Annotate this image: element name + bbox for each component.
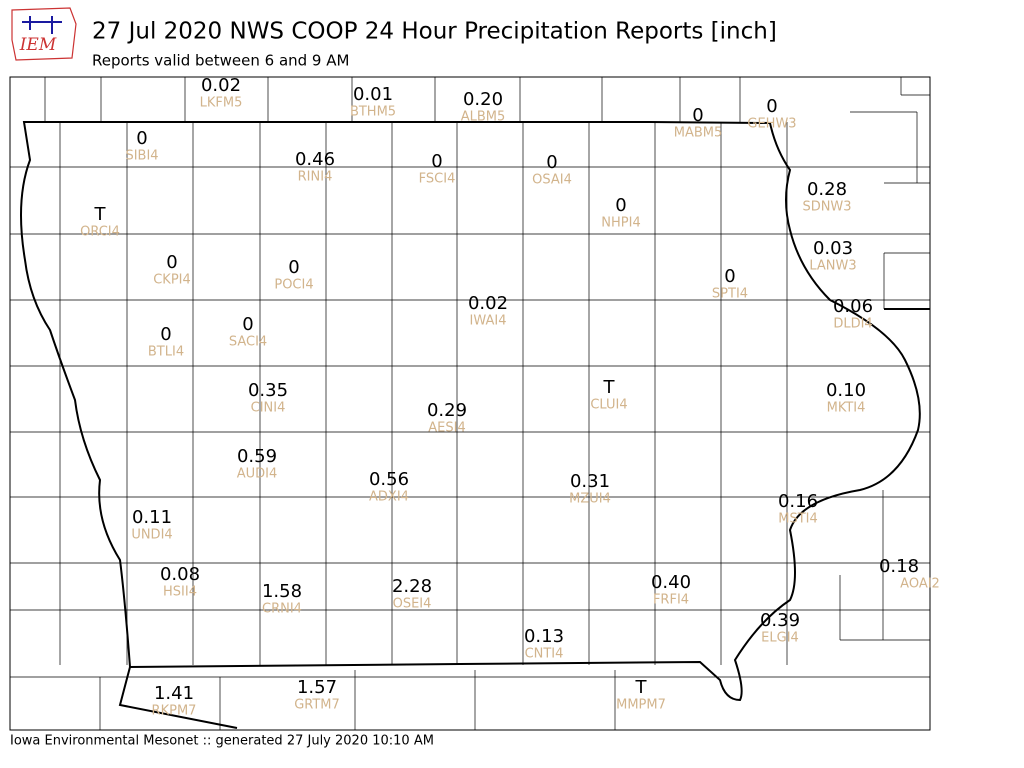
station-id: CNTI4 — [525, 647, 564, 662]
station-id: SPTI4 — [712, 287, 748, 302]
station-value: 0 — [724, 266, 735, 287]
station-value: T — [94, 204, 107, 225]
station-id: SIBI4 — [125, 149, 158, 164]
station-value: 0.13 — [524, 626, 564, 647]
station-id: GRTM7 — [294, 698, 340, 713]
station-value: 0.29 — [427, 400, 467, 421]
station-id: AOAI2 — [900, 577, 940, 592]
iowa-border — [20, 121, 921, 702]
state-borders — [20, 121, 930, 729]
station-id: SDNW3 — [802, 200, 851, 215]
station-id: LKFM5 — [200, 96, 243, 111]
station-id: RINI4 — [298, 170, 333, 185]
station-value: 0 — [766, 96, 777, 117]
station-id: MSTI4 — [778, 512, 818, 527]
station-value: T — [635, 677, 648, 698]
station-id: IWAI4 — [470, 314, 507, 329]
station-id: LANW3 — [809, 259, 856, 274]
station-id: UNDI4 — [131, 528, 172, 543]
station-value: 1.58 — [262, 581, 302, 602]
station-value: 0 — [692, 105, 703, 126]
station-id: ADXI4 — [369, 490, 409, 505]
station-value: 0.20 — [463, 89, 503, 110]
station-value: 0 — [615, 195, 626, 216]
station-id: MABM5 — [674, 126, 723, 141]
station-value: 0.46 — [295, 149, 335, 170]
station-value: 0.10 — [826, 380, 866, 401]
station-value: 0.40 — [651, 572, 691, 593]
station-value: 0 — [242, 314, 253, 335]
station-id: FSCI4 — [419, 172, 456, 187]
station-value: 0.08 — [160, 564, 200, 585]
subtitle: Reports valid between 6 and 9 AM — [92, 52, 349, 70]
station-value: 0.02 — [201, 75, 241, 96]
station-id: BTLI4 — [148, 345, 184, 360]
station-value: 0.31 — [570, 471, 610, 492]
station-id: MMPM7 — [616, 698, 666, 713]
station-value: 1.57 — [297, 677, 337, 698]
station-id: CLUI4 — [590, 398, 627, 413]
station-id: CKPI4 — [153, 273, 191, 288]
station-id: CINI4 — [251, 401, 286, 416]
station-value: T — [603, 377, 616, 398]
station-value: 0 — [288, 257, 299, 278]
logo-icon — [22, 16, 62, 34]
station-id: DLDI4 — [833, 317, 872, 332]
station-id: RKPM7 — [152, 704, 197, 719]
station-id: OSEI4 — [393, 597, 432, 612]
station-id: AESI4 — [428, 421, 465, 436]
station-id: POCI4 — [274, 278, 313, 293]
station-value: 0.02 — [468, 293, 508, 314]
station-id: ORCI4 — [80, 225, 120, 240]
station-id: HSII4 — [163, 585, 197, 600]
station-value: 0 — [166, 252, 177, 273]
station-id: AUDI4 — [237, 467, 278, 482]
map-frame — [9, 76, 931, 731]
station-id: ALBM5 — [461, 110, 506, 125]
station-value: 0.59 — [237, 446, 277, 467]
station-value: 0.06 — [833, 296, 873, 317]
station-id: CRNI4 — [262, 602, 302, 617]
station-value: 0.01 — [353, 84, 393, 105]
station-value: 0 — [136, 128, 147, 149]
station-value: 1.41 — [154, 683, 194, 704]
station-id: BTHM5 — [350, 105, 396, 120]
station-id: FRFI4 — [653, 593, 689, 608]
station-value: 0.03 — [813, 238, 853, 259]
station-id: OSAI4 — [532, 173, 572, 188]
station-value: 0 — [160, 324, 171, 345]
station-value: 0 — [546, 152, 557, 173]
station-value: 2.28 — [392, 576, 432, 597]
station-value: 0.28 — [807, 179, 847, 200]
station-id: SACI4 — [229, 335, 267, 350]
station-value: 0.39 — [760, 610, 800, 631]
station-value: 0.16 — [778, 491, 818, 512]
station-value: 0 — [431, 151, 442, 172]
station-id: GEHW3 — [747, 117, 796, 132]
logo-text: IEM — [19, 35, 57, 55]
border-segment — [118, 308, 930, 729]
logo: IEM — [11, 7, 77, 61]
station-value: 0.11 — [132, 507, 172, 528]
station-value: 0.56 — [369, 469, 409, 490]
station-value: 0.18 — [879, 556, 919, 577]
title: 27 Jul 2020 NWS COOP 24 Hour Precipitati… — [92, 19, 777, 45]
station-id: MZUI4 — [569, 492, 611, 507]
station-id: MKTI4 — [827, 401, 866, 416]
station-id: NHPI4 — [601, 216, 640, 231]
footer: Iowa Environmental Mesonet :: generated … — [10, 734, 434, 749]
county-lines — [10, 77, 930, 730]
station-id: ELGI4 — [761, 631, 799, 646]
station-value: 0.35 — [248, 380, 288, 401]
